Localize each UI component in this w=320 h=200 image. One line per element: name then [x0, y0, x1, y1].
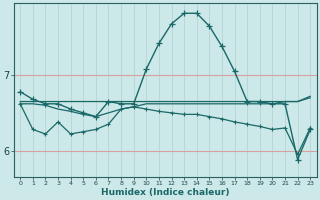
X-axis label: Humidex (Indice chaleur): Humidex (Indice chaleur) [101, 188, 229, 197]
